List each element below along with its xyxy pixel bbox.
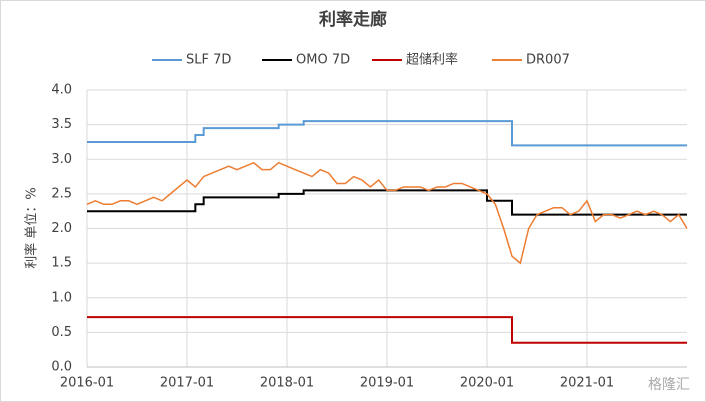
line — [87, 120, 687, 147]
x-tick-label: 2017-01 — [160, 376, 214, 391]
line — [87, 316, 687, 344]
y-tick-label: 0.0 — [51, 360, 72, 375]
x-tick-label: 2020-01 — [460, 376, 514, 391]
y-tick-label: 3.5 — [51, 117, 72, 132]
y-axis-label: 利率 单位：% — [24, 187, 40, 269]
y-tick-label: 1.5 — [51, 256, 72, 271]
chart-title: 利率走廊 — [319, 9, 387, 30]
legend-label: SLF 7D — [186, 53, 231, 68]
y-tick-label: 3.0 — [51, 152, 72, 167]
y-tick-label: 0.5 — [51, 325, 72, 340]
x-tick-label: 2016-01 — [60, 376, 114, 391]
watermark: 格隆汇 — [648, 377, 690, 393]
legend-label: 超储利率 — [406, 52, 458, 68]
x-tick-label: 2018-01 — [260, 376, 314, 391]
x-tick-label: 2019-01 — [360, 376, 414, 391]
x-tick-label: 2021-01 — [560, 376, 614, 391]
line — [86, 161, 688, 265]
legend-label: DR007 — [526, 53, 570, 68]
y-tick-label: 2.5 — [51, 186, 72, 201]
legend-label: OMO 7D — [296, 53, 350, 68]
y-tick-label: 2.0 — [51, 221, 72, 236]
line — [87, 189, 687, 216]
y-tick-label: 1.0 — [51, 290, 72, 305]
y-tick-label: 4.0 — [51, 83, 72, 98]
